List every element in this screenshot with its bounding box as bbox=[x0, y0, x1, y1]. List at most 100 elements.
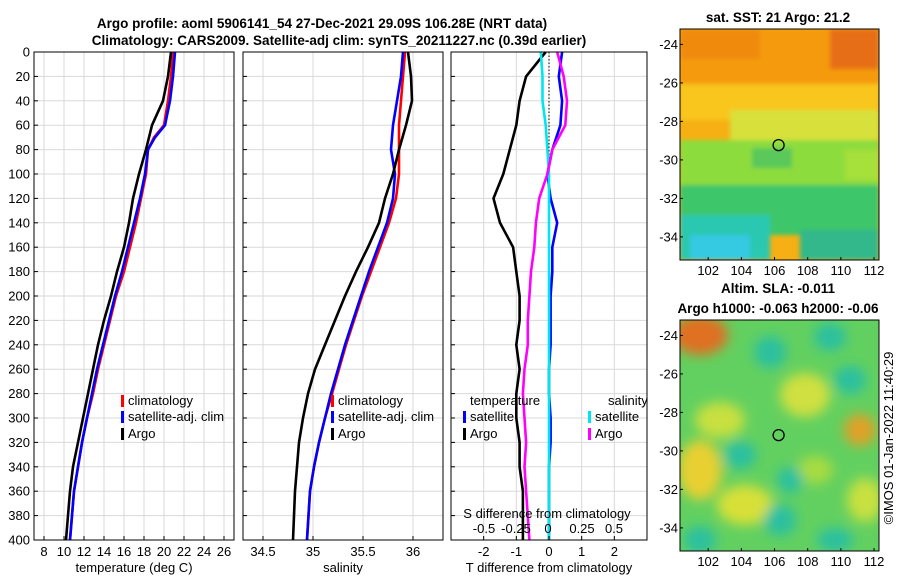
x-tick-label: 2 bbox=[611, 544, 618, 559]
salinity-profile-panel: 34.5 35 35.5 36 salinity bbox=[242, 51, 444, 575]
temperature-legend: climatology satellite-adj. clim Argo bbox=[121, 393, 224, 441]
y-tick-label: 60 bbox=[16, 118, 30, 133]
lon-tick-label: 106 bbox=[764, 263, 786, 278]
lat-tick-label: -34 bbox=[659, 229, 678, 244]
x-tick-label: -2 bbox=[478, 544, 490, 559]
sla-map bbox=[680, 320, 879, 551]
series-line-t-argo bbox=[492, 51, 547, 540]
y-tick-label: 260 bbox=[8, 362, 30, 377]
legend-header-salinity: salinity bbox=[608, 393, 648, 408]
x-axis-label: salinity bbox=[323, 560, 363, 575]
y-tick-label: 180 bbox=[8, 264, 30, 279]
legend-label-satellite: satellite-adj. clim bbox=[338, 409, 434, 424]
lon-tick-label: 104 bbox=[731, 263, 753, 278]
y-tick-label: 240 bbox=[8, 337, 30, 352]
series-line-t-satellite bbox=[546, 51, 564, 540]
x-tick-label: 8 bbox=[40, 544, 47, 559]
lat-tick-label: -30 bbox=[659, 152, 678, 167]
s-diff-tick-label: 0.5 bbox=[605, 521, 623, 536]
figure-title-line1: Argo profile: aoml 5906141_54 27-Dec-202… bbox=[97, 16, 547, 31]
x-tick-label: 16 bbox=[117, 544, 131, 559]
y-tick-label: 100 bbox=[8, 167, 30, 182]
sst-argo-location-marker bbox=[772, 138, 785, 152]
y-tick-label: 120 bbox=[8, 191, 30, 206]
x-tick-label: 24 bbox=[197, 544, 211, 559]
legend-swatch-t-satellite bbox=[463, 411, 466, 423]
lon-tick-label: 112 bbox=[864, 263, 885, 278]
x-axis-label: T difference from climatology bbox=[466, 560, 633, 575]
legend-label-t-argo: Argo bbox=[470, 426, 497, 441]
y-tick-label: 300 bbox=[8, 411, 30, 426]
series-line-s-satellite bbox=[539, 51, 551, 540]
x-tick-label: 0 bbox=[545, 544, 552, 559]
lat-tick-label: -32 bbox=[659, 191, 678, 206]
legend-label-s-argo: Argo bbox=[595, 426, 622, 441]
sla-map-title-line1: Altim. SLA: -0.011 bbox=[721, 281, 836, 296]
legend-label-argo: Argo bbox=[128, 426, 155, 441]
legend-swatch-climatology bbox=[331, 395, 334, 407]
y-tick-label: 220 bbox=[8, 313, 30, 328]
lon-tick-label: 108 bbox=[797, 263, 819, 278]
s-diff-tick-label: -0.25 bbox=[501, 521, 531, 536]
x-tick-label: 18 bbox=[137, 544, 151, 559]
series-line-s-argo bbox=[521, 51, 569, 541]
lat-tick-label: -32 bbox=[659, 482, 678, 497]
legend-label-argo: Argo bbox=[338, 426, 365, 441]
x-tick-label: 34.5 bbox=[250, 544, 275, 559]
lon-tick-label: 102 bbox=[697, 263, 719, 278]
x-tick-label: 26 bbox=[217, 544, 231, 559]
legend-swatch-argo bbox=[121, 428, 124, 440]
figure-title-line2: Climatology: CARS2009. Satellite-adj cli… bbox=[92, 33, 586, 48]
imos-watermark: ©IMOS 01-Jan-2022 11:40:29 bbox=[881, 352, 896, 525]
sla-shading bbox=[680, 320, 879, 551]
lat-tick-label: -28 bbox=[659, 405, 678, 420]
s-difference-axis-label: S difference from climatology bbox=[463, 506, 631, 521]
legend-swatch-climatology bbox=[121, 395, 124, 407]
y-tick-label: 80 bbox=[16, 142, 30, 157]
s-diff-tick-label: -0.5 bbox=[473, 521, 495, 536]
legend-label-climatology: climatology bbox=[128, 393, 194, 408]
y-tick-label: 200 bbox=[8, 289, 30, 304]
legend-swatch-s-satellite bbox=[588, 411, 591, 423]
x-tick-label: 12 bbox=[77, 544, 91, 559]
series-line-argo bbox=[291, 51, 414, 541]
s-difference-tick-labels: -0.5 -0.25 0 0.25 0.5 bbox=[473, 521, 623, 536]
legend-swatch-s-argo bbox=[588, 428, 591, 440]
lat-tick-label: -24 bbox=[659, 328, 678, 343]
s-diff-tick-label: 0.25 bbox=[569, 521, 594, 536]
lat-tick-label: -26 bbox=[659, 75, 678, 90]
x-tick-label: 14 bbox=[97, 544, 111, 559]
sst-map bbox=[680, 29, 879, 260]
difference-profile-panel: -2 -1 0 1 2T difference from climatology bbox=[450, 51, 648, 575]
x-tick-label: 10 bbox=[57, 544, 71, 559]
sst-shading bbox=[680, 29, 879, 260]
lon-tick-label: 104 bbox=[731, 554, 753, 569]
legend-swatch-t-argo bbox=[463, 428, 466, 440]
sst-map-frame bbox=[679, 28, 880, 261]
lat-tick-label: -30 bbox=[659, 443, 678, 458]
y-tick-label: 20 bbox=[16, 69, 30, 84]
x-tick-label: 36 bbox=[406, 544, 420, 559]
salinity-legend: climatology satellite-adj. clim Argo bbox=[331, 393, 434, 441]
series-line-argo bbox=[64, 51, 173, 541]
y-tick-label: 320 bbox=[8, 435, 30, 450]
y-tick-label: 160 bbox=[8, 240, 30, 255]
lon-tick-label: 112 bbox=[864, 554, 885, 569]
y-tick-label: 140 bbox=[8, 215, 30, 230]
x-axis-label: temperature (deg C) bbox=[75, 560, 192, 575]
sst-map-axes: 102 104 106 108 110 112 -24 -26 -28 -30 -32 -34 bbox=[659, 37, 884, 278]
y-tick-label: 400 bbox=[8, 533, 30, 548]
s-diff-tick-label: 0 bbox=[544, 521, 551, 536]
sla-map-axes: 102 104 106 108 110 112 -24 -26 -28 -30 -32 -34 bbox=[659, 328, 884, 569]
legend-label-satellite: satellite-adj. clim bbox=[128, 409, 224, 424]
series-line-satellite-adj-clim bbox=[305, 51, 405, 541]
x-tick-label: 1 bbox=[578, 544, 585, 559]
lon-tick-label: 108 bbox=[797, 554, 819, 569]
lat-tick-label: -28 bbox=[659, 114, 678, 129]
difference-legend: temperature salinity satellite Argo sate… bbox=[463, 393, 648, 441]
x-tick-label: -1 bbox=[511, 544, 523, 559]
legend-label-s-satellite: satellite bbox=[595, 409, 639, 424]
x-tick-label: 22 bbox=[177, 544, 191, 559]
y-tick-label: 280 bbox=[8, 386, 30, 401]
legend-swatch-satellite bbox=[331, 411, 334, 423]
